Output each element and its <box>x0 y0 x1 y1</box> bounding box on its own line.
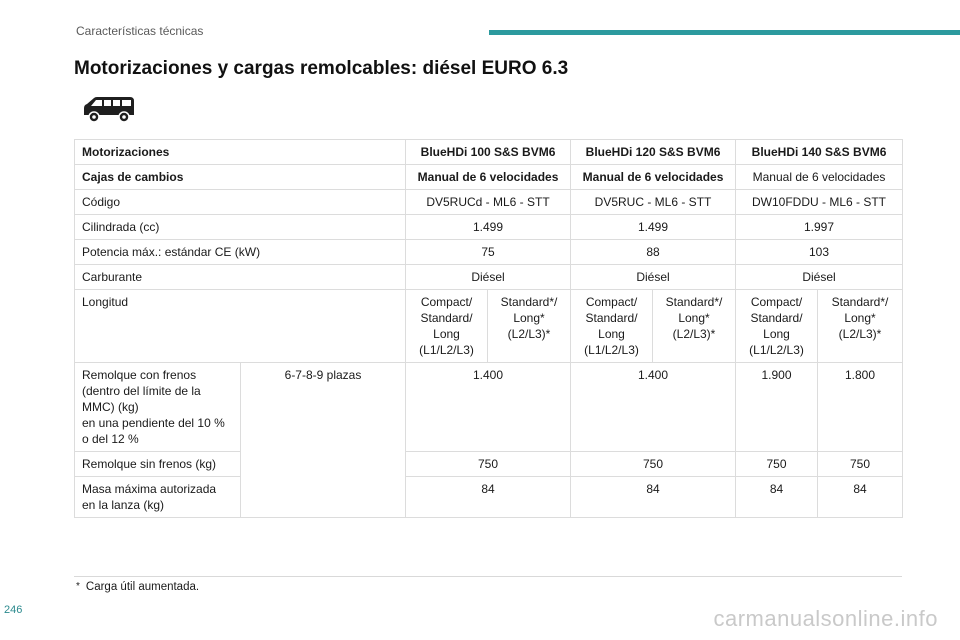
length-text: Standard*/ Long* (L2/L3)* <box>665 295 723 341</box>
drawbar-cell: 84 <box>817 476 904 518</box>
length-cell: Compact/ Standard/ Long (L1/L2/L3) <box>735 289 819 363</box>
displacement-cell: 1.997 <box>735 214 904 240</box>
length-text: Standard*/ Long* (L2/L3)* <box>500 295 558 341</box>
footnote-mark: * <box>76 581 80 592</box>
row-label-unbraked: Remolque sin frenos (kg) <box>74 451 241 477</box>
section-header: Características técnicas <box>76 24 204 38</box>
drawbar-cell: 84 <box>405 476 572 518</box>
braked-cell: 1.400 <box>570 362 737 452</box>
table-row: Potencia máx.: estándar CE (kW) 75 88 10… <box>73 239 904 265</box>
row-label-braked: Remolque con frenos (dentro del límite d… <box>74 362 241 452</box>
drawbar-label-text: Masa máxima autorizada en la lanza (kg) <box>82 482 217 512</box>
displacement-cell: 1.499 <box>570 214 737 240</box>
braked-label-text: Remolque con frenos (dentro del límite d… <box>82 368 225 446</box>
table-row: Cilindrada (cc) 1.499 1.499 1.997 <box>73 214 904 240</box>
fuel-cell: Diésel <box>570 264 737 290</box>
gearbox-cell: Manual de 6 velocidades <box>735 164 904 190</box>
table-row: Cajas de cambios Manual de 6 velocidades… <box>73 164 904 190</box>
specs-table: Motorizaciones BlueHDi 100 S&S BVM6 Blue… <box>73 139 904 518</box>
drawbar-cell: 84 <box>735 476 819 518</box>
power-cell: 88 <box>570 239 737 265</box>
row-label-drawbar: Masa máxima autorizada en la lanza (kg) <box>74 476 241 518</box>
page-number: 246 <box>4 604 23 616</box>
seats-cell: 6-7-8-9 plazas <box>239 362 407 518</box>
table-row: Carburante Diésel Diésel Diésel <box>73 264 904 290</box>
table-row: Motorizaciones BlueHDi 100 S&S BVM6 Blue… <box>73 139 904 165</box>
row-label-displacement: Cilindrada (cc) <box>73 214 407 240</box>
braked-cell: 1.900 <box>735 362 819 452</box>
braked-cell: 1.400 <box>405 362 572 452</box>
table-row: Masa máxima autorizada en la lanza (kg) … <box>74 476 904 518</box>
engine-cell: BlueHDi 140 S&S BVM6 <box>735 139 904 165</box>
footnote-text: Carga útil aumentada. <box>85 581 200 593</box>
length-cell: Standard*/ Long* (L2/L3)* <box>487 289 572 363</box>
engine-cell: BlueHDi 100 S&S BVM6 <box>405 139 572 165</box>
row-label-code: Código <box>73 189 407 215</box>
length-cell: Compact/ Standard/ Long (L1/L2/L3) <box>570 289 654 363</box>
footnote-divider <box>74 576 902 577</box>
unbraked-cell: 750 <box>570 451 737 477</box>
code-cell: DV5RUCd - ML6 - STT <box>405 189 572 215</box>
van-icon <box>84 97 134 123</box>
row-label-fuel: Carburante <box>73 264 407 290</box>
table-row: Remolque con frenos (dentro del límite d… <box>74 362 904 518</box>
engine-cell: BlueHDi 120 S&S BVM6 <box>570 139 737 165</box>
table-row: Código DV5RUCd - ML6 - STT DV5RUC - ML6 … <box>73 189 904 215</box>
braked-cell: 1.800 <box>817 362 904 452</box>
row-label-engines: Motorizaciones <box>73 139 407 165</box>
row-label-length: Longitud <box>73 289 407 363</box>
power-cell: 103 <box>735 239 904 265</box>
page-title: Motorizaciones y cargas remolcables: dié… <box>74 58 569 79</box>
table-row: Longitud Compact/ Standard/ Long (L1/L2/… <box>73 289 904 363</box>
row-label-gearbox: Cajas de cambios <box>73 164 407 190</box>
unbraked-cell: 750 <box>405 451 572 477</box>
code-cell: DV5RUC - ML6 - STT <box>570 189 737 215</box>
length-cell: Standard*/ Long* (L2/L3)* <box>817 289 904 363</box>
gearbox-cell: Manual de 6 velocidades <box>570 164 737 190</box>
header-accent-bar <box>489 30 960 35</box>
watermark: carmanualsonline.info <box>713 606 938 631</box>
length-cell: Standard*/ Long* (L2/L3)* <box>652 289 737 363</box>
length-text: Compact/ Standard/ Long (L1/L2/L3) <box>749 295 804 357</box>
code-cell: DW10FDDU - ML6 - STT <box>735 189 904 215</box>
power-cell: 75 <box>405 239 572 265</box>
fuel-cell: Diésel <box>405 264 572 290</box>
row-label-power: Potencia máx.: estándar CE (kW) <box>73 239 407 265</box>
fuel-cell: Diésel <box>735 264 904 290</box>
length-cell: Compact/ Standard/ Long (L1/L2/L3) <box>405 289 489 363</box>
drawbar-cell: 84 <box>570 476 737 518</box>
unbraked-cell: 750 <box>735 451 819 477</box>
length-text: Standard*/ Long* (L2/L3)* <box>831 295 889 341</box>
gearbox-cell: Manual de 6 velocidades <box>405 164 572 190</box>
displacement-cell: 1.499 <box>405 214 572 240</box>
table-row: Remolque sin frenos (kg) 750 750 750 750 <box>74 451 904 477</box>
length-text: Compact/ Standard/ Long (L1/L2/L3) <box>419 295 474 357</box>
footnote: * Carga útil aumentada. <box>76 581 199 593</box>
unbraked-cell: 750 <box>817 451 904 477</box>
length-text: Compact/ Standard/ Long (L1/L2/L3) <box>584 295 639 357</box>
